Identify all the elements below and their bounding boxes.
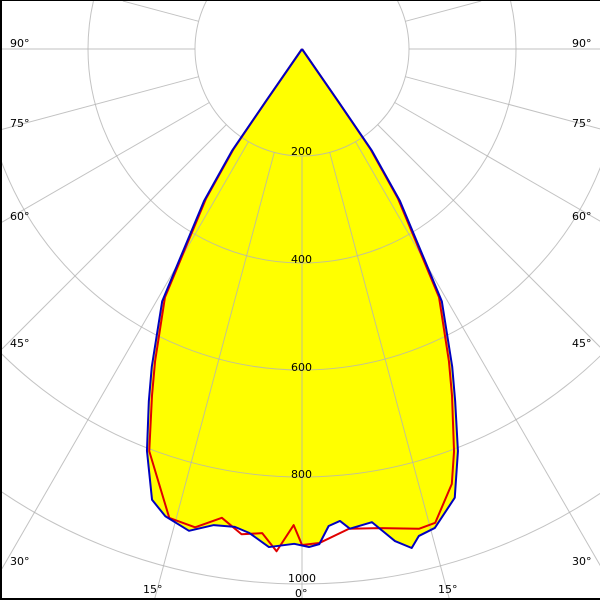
grid-radial-line-285 — [2, 76, 199, 130]
angle-label-left-90: 90° — [10, 37, 30, 50]
radial-label-1000: 1000 — [288, 572, 316, 585]
angle-label-left-60: 60° — [10, 210, 30, 223]
angle-label-right-90: 90° — [572, 37, 592, 50]
intensity-curve-series-2 — [148, 48, 456, 553]
intensity-curve-series-1 — [145, 48, 459, 550]
grid-radial-line-15 — [329, 152, 450, 598]
radial-label-600: 600 — [291, 361, 312, 374]
angle-label-left-45: 45° — [10, 337, 30, 350]
grid-radial-line-75 — [405, 76, 600, 130]
angle-label-bottom-0: 0° — [295, 587, 308, 600]
grid-radial-line-45 — [377, 124, 600, 348]
angle-label-left-30: 30° — [10, 555, 30, 568]
grid-radial-line-30 — [355, 141, 600, 567]
grid-radial-line-60 — [394, 102, 600, 222]
angle-label-right-45: 45° — [572, 337, 592, 350]
grid-radial-line-315 — [2, 124, 227, 350]
angle-label-left-15: 15° — [143, 583, 163, 596]
radial-label-400: 400 — [291, 253, 312, 266]
radial-label-800: 800 — [291, 468, 312, 481]
angle-label-right-15: 15° — [438, 583, 458, 596]
angle-label-left-75: 75° — [10, 117, 30, 130]
grid-radial-line-255 — [122, 1, 199, 22]
grid-radial-line-345 — [154, 152, 275, 598]
grid-radial-line-300 — [2, 102, 210, 223]
grid-radial-line-105 — [405, 1, 482, 22]
radial-label-200: 200 — [291, 145, 312, 158]
angle-label-right-75: 75° — [572, 117, 592, 130]
angle-label-right-30: 30° — [572, 555, 592, 568]
grid-radial-line-330 — [2, 141, 249, 569]
angle-label-right-60: 60° — [572, 210, 592, 223]
